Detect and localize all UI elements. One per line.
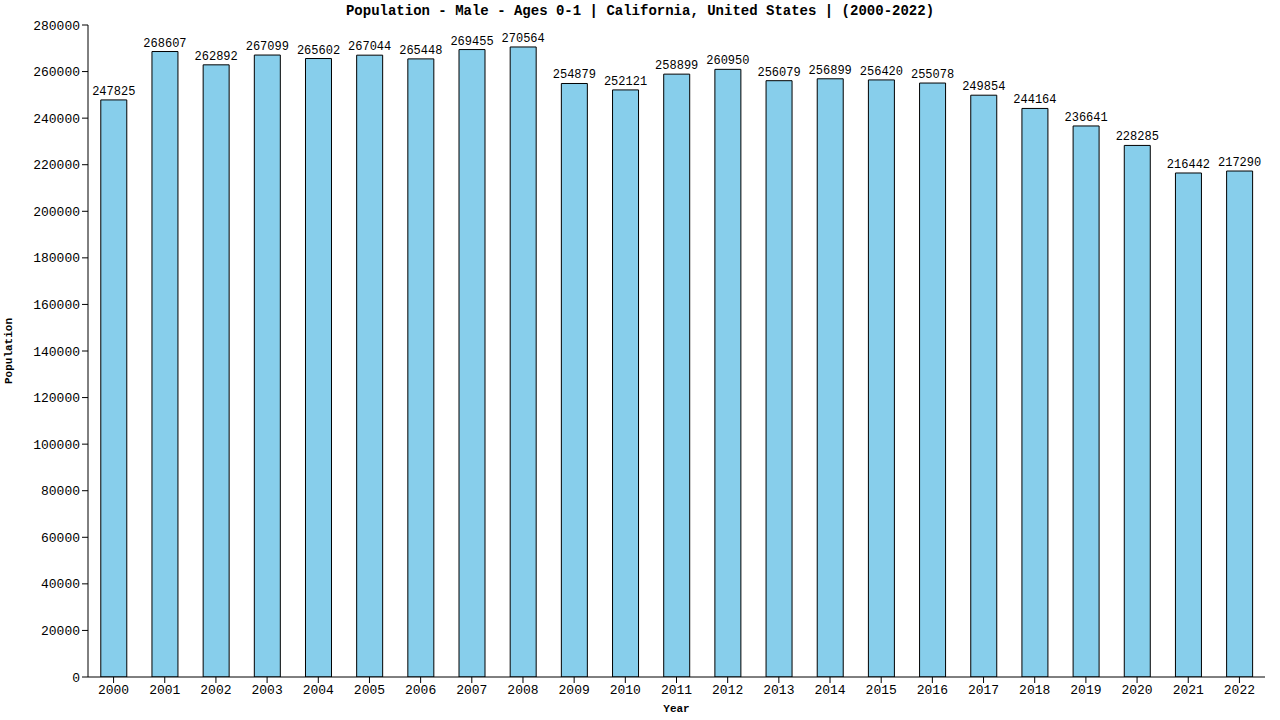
- svg-text:2015: 2015: [866, 683, 897, 698]
- svg-text:269455: 269455: [450, 35, 493, 49]
- svg-text:217290: 217290: [1218, 156, 1261, 170]
- svg-text:2020: 2020: [1121, 683, 1152, 698]
- svg-text:280000: 280000: [33, 19, 80, 34]
- svg-text:268607: 268607: [143, 37, 186, 51]
- svg-text:249854: 249854: [962, 80, 1005, 94]
- svg-text:2005: 2005: [354, 683, 385, 698]
- svg-text:2004: 2004: [303, 683, 334, 698]
- svg-text:2007: 2007: [456, 683, 487, 698]
- svg-text:244164: 244164: [1013, 93, 1056, 107]
- svg-text:120000: 120000: [33, 391, 80, 406]
- svg-text:2013: 2013: [763, 683, 794, 698]
- svg-text:2006: 2006: [405, 683, 436, 698]
- svg-text:0: 0: [72, 671, 80, 686]
- svg-text:2002: 2002: [200, 683, 231, 698]
- svg-text:258899: 258899: [655, 59, 698, 73]
- svg-text:2019: 2019: [1070, 683, 1101, 698]
- svg-text:262892: 262892: [195, 50, 238, 64]
- svg-text:256420: 256420: [860, 65, 903, 79]
- svg-text:236641: 236641: [1064, 111, 1107, 125]
- svg-text:240000: 240000: [33, 112, 80, 127]
- svg-text:100000: 100000: [33, 438, 80, 453]
- svg-text:216442: 216442: [1167, 158, 1210, 172]
- svg-text:2021: 2021: [1173, 683, 1204, 698]
- html-text:Population - Male - Ages 0-1 |: Population - Male - Ages 0-1 | Californi…: [345, 3, 934, 19]
- svg-text:256899: 256899: [809, 64, 852, 78]
- svg-text:2011: 2011: [661, 683, 692, 698]
- svg-text:2012: 2012: [712, 683, 743, 698]
- svg-text:20000: 20000: [41, 624, 80, 639]
- svg-text:2022: 2022: [1224, 683, 1255, 698]
- svg-text:2003: 2003: [251, 683, 282, 698]
- svg-text:2017: 2017: [968, 683, 999, 698]
- svg-text:2001: 2001: [149, 683, 180, 698]
- svg-text:220000: 220000: [33, 158, 80, 173]
- svg-text:260000: 260000: [33, 65, 80, 80]
- svg-text:2000: 2000: [98, 683, 129, 698]
- svg-text:247825: 247825: [92, 85, 135, 99]
- svg-text:252121: 252121: [604, 75, 647, 89]
- svg-text:2009: 2009: [559, 683, 590, 698]
- svg-text:80000: 80000: [41, 484, 80, 499]
- svg-text:267044: 267044: [348, 40, 391, 54]
- svg-text:2016: 2016: [917, 683, 948, 698]
- svg-text:2008: 2008: [507, 683, 538, 698]
- svg-text:228285: 228285: [1116, 130, 1159, 144]
- svg-text:254879: 254879: [553, 68, 596, 82]
- svg-text:260950: 260950: [706, 54, 749, 68]
- svg-text:Year: Year: [663, 703, 689, 715]
- svg-text:255078: 255078: [911, 68, 954, 82]
- svg-text:265602: 265602: [297, 44, 340, 58]
- svg-text:2010: 2010: [610, 683, 641, 698]
- svg-text:160000: 160000: [33, 298, 80, 313]
- svg-text:2018: 2018: [1019, 683, 1050, 698]
- svg-text:200000: 200000: [33, 205, 80, 220]
- svg-text:Population: Population: [8, 318, 15, 384]
- svg-text:180000: 180000: [33, 251, 80, 266]
- svg-text:60000: 60000: [41, 531, 80, 546]
- svg-text:140000: 140000: [33, 345, 80, 360]
- svg-text:265448: 265448: [399, 44, 442, 58]
- svg-text:40000: 40000: [41, 577, 80, 592]
- svg-text:267099: 267099: [246, 40, 289, 54]
- svg-text:256079: 256079: [757, 66, 800, 80]
- svg-text:2014: 2014: [814, 683, 845, 698]
- svg-text:270564: 270564: [502, 32, 545, 46]
